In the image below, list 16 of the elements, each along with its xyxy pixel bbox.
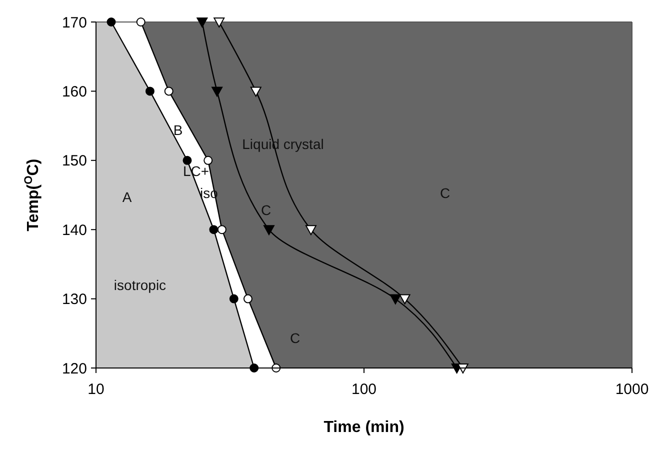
x-tick-label: 10 <box>88 381 104 398</box>
x-tick-label: 100 <box>351 381 377 398</box>
annotation: C <box>290 330 300 346</box>
y-tick-label: 120 <box>62 360 87 378</box>
annotation: C <box>440 184 450 201</box>
y-tick-label: 140 <box>62 222 87 239</box>
annotation: A <box>122 188 132 205</box>
annotation: isotropic <box>114 276 166 293</box>
annotation: B <box>173 122 183 138</box>
x-tick-label: 1000 <box>615 381 649 398</box>
x-axis-title: Time (min) <box>324 419 404 436</box>
y-tick-label: 170 <box>62 14 87 32</box>
y-tick-label: 160 <box>62 83 87 100</box>
y-tick-label: 150 <box>62 152 87 170</box>
annotation: C <box>260 202 272 218</box>
y-tick-label: 130 <box>62 291 87 308</box>
